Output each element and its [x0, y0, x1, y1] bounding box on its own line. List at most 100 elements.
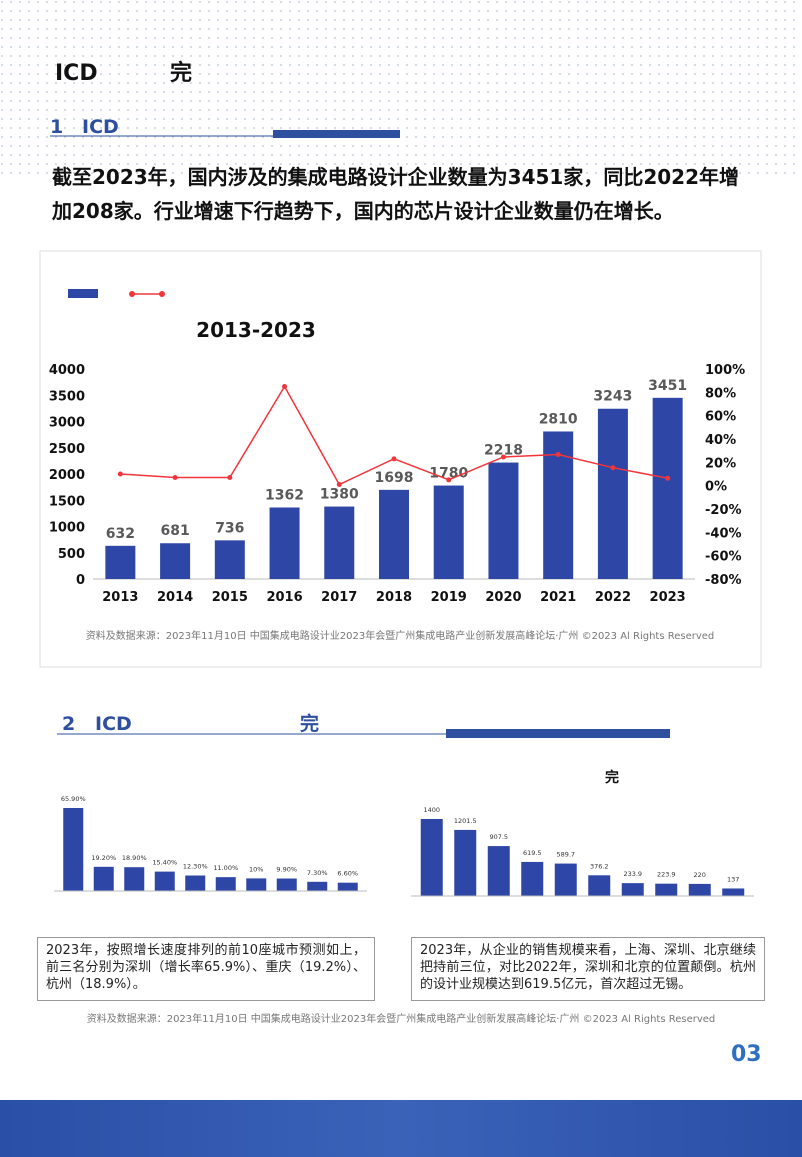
footer-band	[0, 1100, 802, 1157]
line-point	[336, 482, 342, 487]
data-label: 15.40%	[152, 859, 177, 867]
y2-tick-label: -80%	[705, 573, 742, 588]
data-label: 3451	[648, 378, 687, 394]
page-title: ICD	[55, 61, 98, 86]
y2-tick-label: 80%	[705, 386, 736, 401]
x-tick-label: 2014	[157, 590, 193, 605]
y-tick-label: 0	[76, 573, 85, 588]
x-tick-label: 2017	[321, 590, 357, 605]
bar	[588, 875, 611, 896]
data-label: 376.2	[590, 862, 609, 870]
y2-tick-label: 100%	[705, 363, 745, 378]
section-number: 2	[62, 713, 75, 735]
bar	[688, 883, 711, 896]
y-tick-label: 3500	[49, 389, 85, 404]
chart-title: 2013-2023	[196, 318, 316, 342]
section-label: ICD	[82, 116, 119, 138]
data-label: 223.9	[657, 871, 676, 879]
bar	[185, 875, 206, 891]
paragraph: 截至2023年，国内涉及的集成电路设计企业数量为3451家，同比2022年增加2…	[52, 165, 739, 223]
data-label: 1780	[429, 466, 468, 482]
y-tick-label: 2500	[49, 442, 85, 457]
line-point	[555, 452, 561, 458]
x-tick-label: 2016	[266, 590, 302, 605]
section-number: 1	[50, 116, 63, 138]
bar	[269, 507, 300, 579]
bar	[337, 882, 358, 891]
data-label: 1400	[423, 806, 440, 814]
line-point	[172, 475, 178, 480]
bar	[488, 462, 519, 579]
x-tick-label: 2015	[212, 590, 248, 605]
data-label: 2218	[484, 443, 523, 459]
data-label: 12.30%	[183, 863, 208, 871]
x-tick-label: 2019	[431, 590, 467, 605]
source-note: 资料及数据来源：2023年11月10日 中国集成电路设计业2023年会暨广州集成…	[87, 1012, 716, 1025]
line-point	[117, 471, 123, 477]
note-box: 2023年，从企业的销售规模来看，上海、深圳、北京继续把持前三位，对比2022年…	[411, 937, 765, 1001]
data-label: 589.7	[556, 851, 575, 859]
bar	[93, 866, 114, 891]
note-box: 2023年，按照增长速度排列的前10座城市预测如上，前三名分别为深圳（增长率65…	[37, 937, 375, 1001]
bar	[215, 877, 236, 891]
section-bar	[446, 729, 670, 738]
y-tick-label: 4000	[49, 363, 85, 378]
section-label-suffix: 完	[300, 712, 319, 735]
line-point	[500, 454, 506, 460]
bar	[63, 808, 84, 891]
bar	[652, 397, 683, 579]
y2-tick-label: -60%	[705, 550, 742, 565]
data-label: 11.00%	[213, 864, 238, 872]
bar	[307, 881, 328, 891]
y-tick-label: 500	[58, 547, 85, 562]
bar	[420, 819, 443, 896]
data-label: 233.9	[623, 870, 642, 878]
bar	[154, 871, 175, 891]
data-label: 10%	[249, 865, 263, 873]
y2-tick-label: -40%	[705, 526, 742, 541]
data-label: 220	[694, 871, 706, 879]
line-point	[282, 384, 288, 389]
data-label: 137	[727, 875, 739, 883]
bar	[454, 829, 477, 896]
data-label: 1201.5	[454, 817, 477, 825]
section-label: ICD	[95, 713, 132, 735]
x-tick-label: 2013	[102, 590, 138, 605]
line-point	[610, 465, 616, 471]
chart-frame	[39, 250, 762, 668]
bar	[433, 485, 464, 579]
section-bar	[273, 130, 400, 138]
bar	[554, 863, 577, 896]
chart-title: 完	[605, 769, 619, 786]
legend-marker	[159, 291, 165, 297]
data-label: 1380	[320, 487, 359, 503]
data-label: 18.90%	[122, 854, 147, 862]
x-tick-label: 2020	[485, 590, 521, 605]
x-tick-label: 2018	[376, 590, 412, 605]
bar	[246, 878, 267, 891]
x-tick-label: 2023	[650, 590, 686, 605]
x-tick-label: 2021	[540, 590, 576, 605]
y2-tick-label: 20%	[705, 456, 736, 471]
data-label: 907.5	[489, 833, 508, 841]
dotted-background	[0, 0, 802, 178]
data-label: 7.30%	[307, 869, 328, 877]
data-label: 65.90%	[61, 795, 86, 803]
y2-tick-label: -20%	[705, 503, 742, 518]
page-title-suffix: 完	[170, 60, 192, 86]
legend-marker	[129, 291, 135, 297]
bar	[655, 883, 678, 896]
y-tick-label: 1500	[49, 494, 85, 509]
data-label: 19.20%	[91, 854, 116, 862]
bar	[160, 543, 191, 579]
bar	[379, 489, 409, 579]
data-label: 1698	[375, 470, 414, 486]
page-number: 03	[731, 1042, 762, 1067]
line-point	[446, 477, 452, 483]
y2-tick-label: 0%	[705, 480, 727, 495]
y-tick-label: 3000	[49, 416, 85, 431]
data-label: 6.60%	[337, 870, 358, 878]
data-label: 9.90%	[276, 866, 297, 874]
data-label: 2810	[539, 411, 578, 427]
